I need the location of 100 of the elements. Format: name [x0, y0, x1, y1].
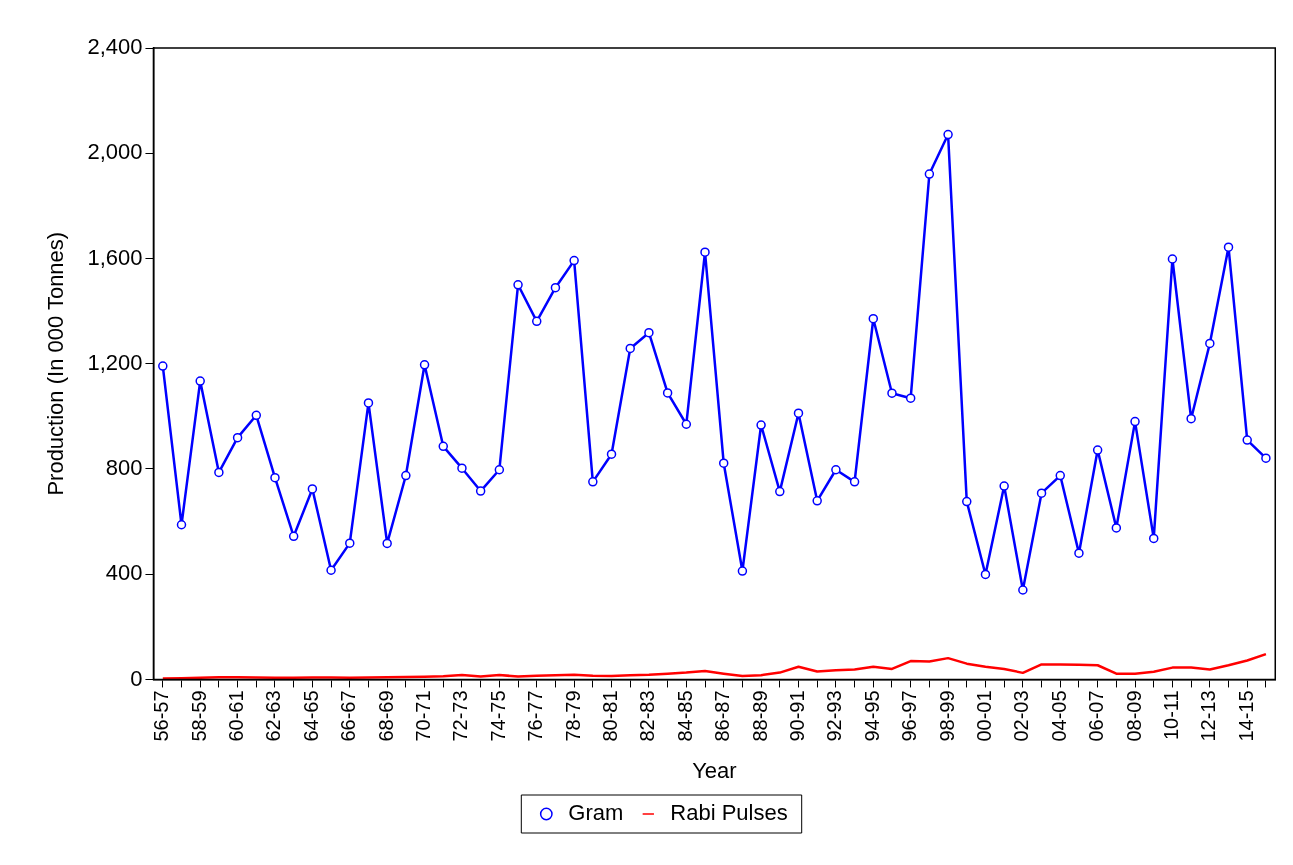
x-tick-label: 08-09: [1122, 690, 1145, 742]
y-tick-label: 1,600: [87, 244, 143, 270]
point: [1092, 445, 1103, 455]
point: [662, 388, 673, 398]
point: [718, 458, 729, 468]
point: [550, 282, 561, 293]
x-tick-label: 10-11: [1159, 690, 1182, 741]
y-tick-label: 2,400: [87, 34, 143, 60]
point: [214, 467, 224, 478]
point: [475, 486, 486, 496]
x-tick-label: 64-65: [299, 690, 322, 742]
x-tick-label: 90-91: [786, 690, 809, 742]
point: [288, 531, 299, 542]
x-tick-label: 74-75: [486, 690, 509, 742]
y-tick-label: 2,000: [87, 139, 143, 165]
point: [345, 538, 355, 548]
x-tick-label: 68-69: [374, 690, 397, 742]
point: [1242, 435, 1252, 445]
point: [1167, 254, 1178, 264]
point: [270, 472, 280, 483]
legend-label: Rabi Pulses: [670, 800, 788, 826]
x-tick-label: 82-83: [636, 690, 659, 742]
point: [513, 280, 523, 290]
point: [831, 465, 841, 475]
y-axis-title: Production (In 000 Tonnes): [43, 231, 69, 496]
point: [756, 420, 766, 430]
point: [681, 419, 692, 429]
point: [887, 388, 897, 398]
point: [382, 538, 392, 549]
point: [363, 398, 374, 408]
point: [326, 565, 336, 576]
x-tick-label: 00-01: [972, 690, 995, 742]
y-tick-label: 800: [105, 455, 143, 481]
point: [176, 519, 187, 530]
x-tick-label: 84-85: [673, 690, 696, 742]
x-tick-label: 62-63: [262, 690, 285, 742]
x-tick-label: 04-05: [1047, 690, 1070, 742]
x-tick-label: 92-93: [823, 690, 846, 742]
point: [494, 465, 505, 475]
x-tick-label: 98-99: [935, 690, 958, 742]
point: [868, 313, 879, 324]
point: [606, 449, 617, 459]
x-tick-label: 60-61: [225, 690, 248, 742]
y-tick-label: 400: [105, 560, 143, 586]
x-tick-label: 80-81: [599, 690, 622, 742]
point: [849, 477, 860, 487]
x-tick-label: 72-73: [449, 690, 472, 742]
point: [401, 470, 411, 481]
point: [737, 566, 748, 576]
point: [588, 477, 598, 487]
x-tick-label: 88-89: [748, 690, 771, 742]
point: [905, 393, 916, 403]
point: [1261, 453, 1271, 463]
point: [775, 486, 785, 497]
point: [962, 496, 972, 507]
point: [1018, 585, 1028, 595]
point: [195, 376, 205, 386]
point: [924, 169, 935, 179]
point: [307, 484, 318, 494]
point: [1111, 523, 1122, 533]
point: [644, 327, 654, 338]
point: [531, 316, 542, 327]
point: [1074, 548, 1084, 558]
x-tick-label: 78-79: [561, 690, 584, 742]
point: [812, 496, 822, 506]
point: [943, 129, 953, 140]
point: [625, 343, 635, 354]
x-axis-title: Year: [692, 757, 737, 783]
x-tick-label: 70-71: [412, 690, 435, 742]
point: [1186, 413, 1196, 424]
y-tick-label: 0: [130, 665, 143, 691]
point: [232, 432, 243, 443]
x-tick-label: 58-59: [187, 690, 210, 742]
point: [1130, 416, 1140, 427]
point: [251, 410, 262, 421]
point: [999, 481, 1009, 491]
point: [1148, 533, 1159, 544]
point: [569, 255, 579, 266]
point: [438, 441, 449, 452]
y-tick-label: 1,200: [87, 349, 143, 375]
point: [457, 463, 467, 473]
x-tick-label: 86-87: [711, 690, 734, 742]
point: [1036, 488, 1047, 498]
x-tick-label: 06-07: [1085, 690, 1108, 742]
point: [419, 360, 430, 370]
x-tick-label: 12-13: [1197, 690, 1220, 742]
x-tick-label: 96-97: [898, 690, 921, 742]
x-tick-label: 14-15: [1234, 690, 1257, 742]
point: [1205, 338, 1215, 349]
point: [158, 361, 168, 371]
x-tick-label: 56-57: [150, 690, 173, 742]
x-tick-label: 94-95: [860, 690, 883, 742]
point: [1055, 470, 1065, 481]
x-tick-label: 02-03: [1010, 690, 1033, 742]
point: [793, 408, 804, 418]
point: [1223, 242, 1234, 252]
point: [980, 569, 991, 580]
legend-label: Gram: [568, 800, 624, 826]
x-tick-label: 76-77: [524, 690, 547, 742]
x-tick-label: 66-67: [337, 690, 360, 742]
